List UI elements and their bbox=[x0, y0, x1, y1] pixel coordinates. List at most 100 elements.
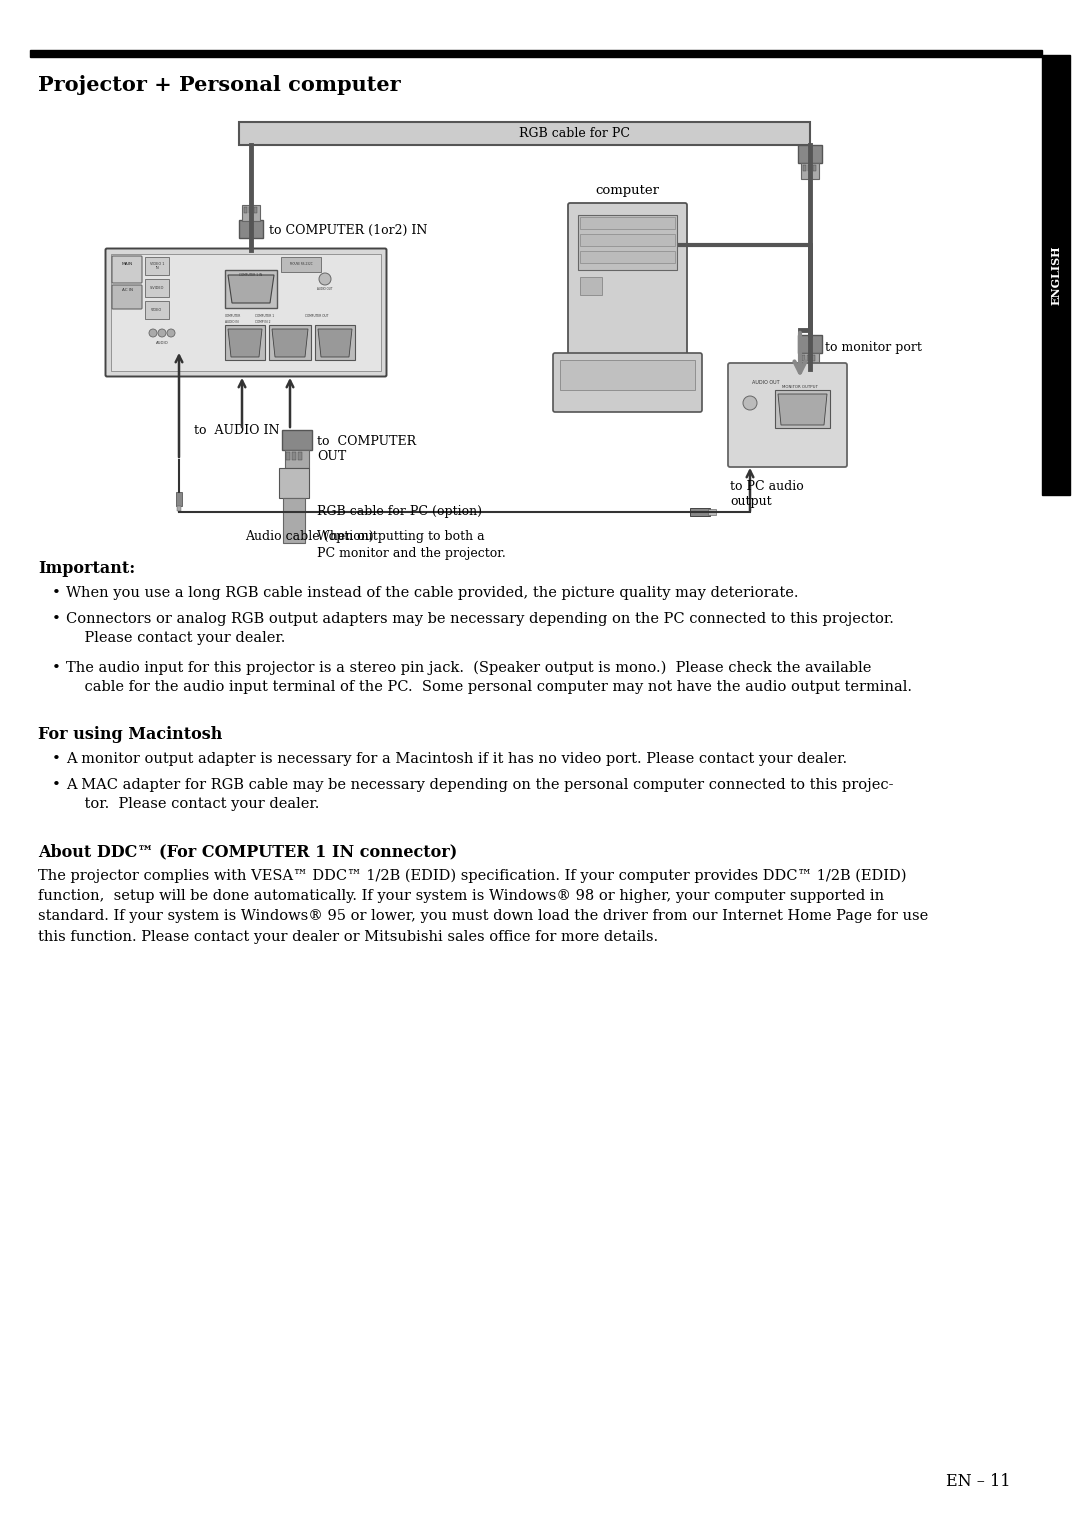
Text: MAIN: MAIN bbox=[121, 261, 133, 266]
Text: ENGLISH: ENGLISH bbox=[1051, 246, 1062, 304]
Text: AC IN: AC IN bbox=[121, 287, 133, 292]
Text: •: • bbox=[52, 752, 60, 766]
Text: When outputting to both a
PC monitor and the projector.: When outputting to both a PC monitor and… bbox=[318, 530, 505, 559]
Circle shape bbox=[319, 274, 330, 286]
Text: AUDIO OUT: AUDIO OUT bbox=[318, 287, 333, 290]
Bar bbox=[285, 451, 309, 468]
Text: About DDC™ (For COMPUTER 1 IN connector): About DDC™ (For COMPUTER 1 IN connector) bbox=[38, 843, 457, 860]
Bar bbox=[580, 251, 675, 263]
Text: to PC audio
output: to PC audio output bbox=[730, 480, 804, 507]
Text: AUDIO IN: AUDIO IN bbox=[225, 319, 239, 324]
Bar bbox=[580, 217, 675, 229]
Bar bbox=[279, 468, 309, 498]
Bar bbox=[807, 354, 810, 361]
Text: Important:: Important: bbox=[38, 559, 135, 578]
Text: MONITOR OUTPUT: MONITOR OUTPUT bbox=[782, 385, 818, 390]
FancyBboxPatch shape bbox=[728, 364, 847, 468]
Bar bbox=[282, 429, 312, 451]
Text: VIDEO: VIDEO bbox=[151, 309, 163, 312]
Text: Audio cable (option): Audio cable (option) bbox=[245, 530, 374, 542]
Text: When you use a long RGB cable instead of the cable provided, the picture quality: When you use a long RGB cable instead of… bbox=[66, 587, 798, 601]
Text: A MAC adapter for RGB cable may be necessary depending on the personal computer : A MAC adapter for RGB cable may be neces… bbox=[66, 778, 893, 811]
FancyBboxPatch shape bbox=[106, 249, 387, 376]
Text: COMPUTER: COMPUTER bbox=[225, 313, 241, 318]
Text: COMPUTER 1 IN: COMPUTER 1 IN bbox=[240, 274, 262, 277]
Bar bbox=[813, 165, 816, 171]
Bar bbox=[145, 280, 168, 296]
Circle shape bbox=[158, 329, 166, 338]
Circle shape bbox=[743, 396, 757, 410]
Bar bbox=[239, 220, 264, 238]
Bar bbox=[708, 509, 716, 515]
Text: VIDEO 1
IN: VIDEO 1 IN bbox=[150, 261, 164, 270]
Text: •: • bbox=[52, 587, 60, 601]
Text: RGB cable for PC (option): RGB cable for PC (option) bbox=[318, 504, 482, 518]
Bar bbox=[244, 206, 247, 212]
Bar bbox=[239, 122, 810, 145]
Text: to monitor port: to monitor port bbox=[825, 341, 922, 353]
Text: A monitor output adapter is necessary for a Macintosh if it has no video port. P: A monitor output adapter is necessary fo… bbox=[66, 752, 847, 766]
Text: to COMPUTER (1or2) IN: to COMPUTER (1or2) IN bbox=[269, 223, 428, 237]
Text: RGB cable for PC: RGB cable for PC bbox=[519, 127, 630, 141]
Text: AUDIO OUT: AUDIO OUT bbox=[752, 380, 780, 385]
Polygon shape bbox=[318, 329, 352, 358]
Bar bbox=[804, 165, 806, 171]
Bar bbox=[315, 325, 355, 361]
Text: The projector complies with VESA™ DDC™ 1/2B (EDID) specification. If your comput: The projector complies with VESA™ DDC™ 1… bbox=[38, 869, 928, 944]
Bar bbox=[249, 206, 252, 212]
Bar bbox=[801, 163, 819, 179]
Bar bbox=[242, 205, 260, 222]
Text: •: • bbox=[52, 613, 60, 626]
Bar bbox=[283, 498, 305, 542]
Bar bbox=[798, 145, 822, 163]
Bar bbox=[580, 277, 602, 295]
Bar bbox=[225, 270, 276, 309]
Bar bbox=[145, 257, 168, 275]
Text: MOUSE RS-232C: MOUSE RS-232C bbox=[289, 261, 312, 266]
Bar bbox=[580, 234, 675, 246]
FancyBboxPatch shape bbox=[568, 203, 687, 358]
Text: The audio input for this projector is a stereo pin jack.  (Speaker output is mon: The audio input for this projector is a … bbox=[66, 662, 912, 694]
Bar bbox=[298, 452, 302, 460]
Text: COMPUTER 1: COMPUTER 1 bbox=[255, 313, 274, 318]
Circle shape bbox=[149, 329, 157, 338]
Circle shape bbox=[167, 329, 175, 338]
Bar bbox=[281, 257, 321, 272]
Text: COMP IN 2: COMP IN 2 bbox=[255, 319, 270, 324]
FancyBboxPatch shape bbox=[112, 257, 141, 283]
Text: Projector + Personal computer: Projector + Personal computer bbox=[38, 75, 401, 95]
Text: S-VIDEO: S-VIDEO bbox=[150, 286, 164, 290]
Bar bbox=[292, 452, 296, 460]
Bar bbox=[798, 335, 822, 353]
Bar bbox=[801, 353, 819, 368]
Text: EN – 11: EN – 11 bbox=[945, 1473, 1010, 1490]
Bar bbox=[111, 254, 381, 371]
Bar bbox=[30, 50, 1042, 57]
Bar bbox=[802, 354, 805, 361]
Text: to  AUDIO IN: to AUDIO IN bbox=[194, 423, 280, 437]
FancyBboxPatch shape bbox=[553, 353, 702, 413]
Text: •: • bbox=[52, 662, 60, 675]
Polygon shape bbox=[272, 329, 308, 358]
Bar bbox=[578, 215, 677, 270]
Text: COMPUTER OUT: COMPUTER OUT bbox=[305, 313, 328, 318]
Bar bbox=[176, 492, 183, 506]
Text: AUDIO: AUDIO bbox=[156, 341, 168, 345]
Bar bbox=[808, 165, 811, 171]
Bar bbox=[225, 325, 265, 361]
FancyBboxPatch shape bbox=[112, 286, 141, 309]
Text: to  COMPUTER
OUT: to COMPUTER OUT bbox=[318, 435, 416, 463]
Bar bbox=[812, 354, 815, 361]
Bar bbox=[269, 325, 311, 361]
Text: Connectors or analog RGB output adapters may be necessary depending on the PC co: Connectors or analog RGB output adapters… bbox=[66, 613, 894, 645]
Polygon shape bbox=[228, 275, 274, 303]
Bar bbox=[690, 507, 710, 516]
Bar bbox=[561, 361, 696, 390]
Bar bbox=[177, 506, 181, 510]
Bar bbox=[145, 301, 168, 319]
Polygon shape bbox=[228, 329, 262, 358]
Bar bbox=[1042, 55, 1070, 495]
Polygon shape bbox=[778, 394, 827, 425]
Text: computer: computer bbox=[595, 183, 660, 197]
Bar bbox=[775, 390, 831, 428]
